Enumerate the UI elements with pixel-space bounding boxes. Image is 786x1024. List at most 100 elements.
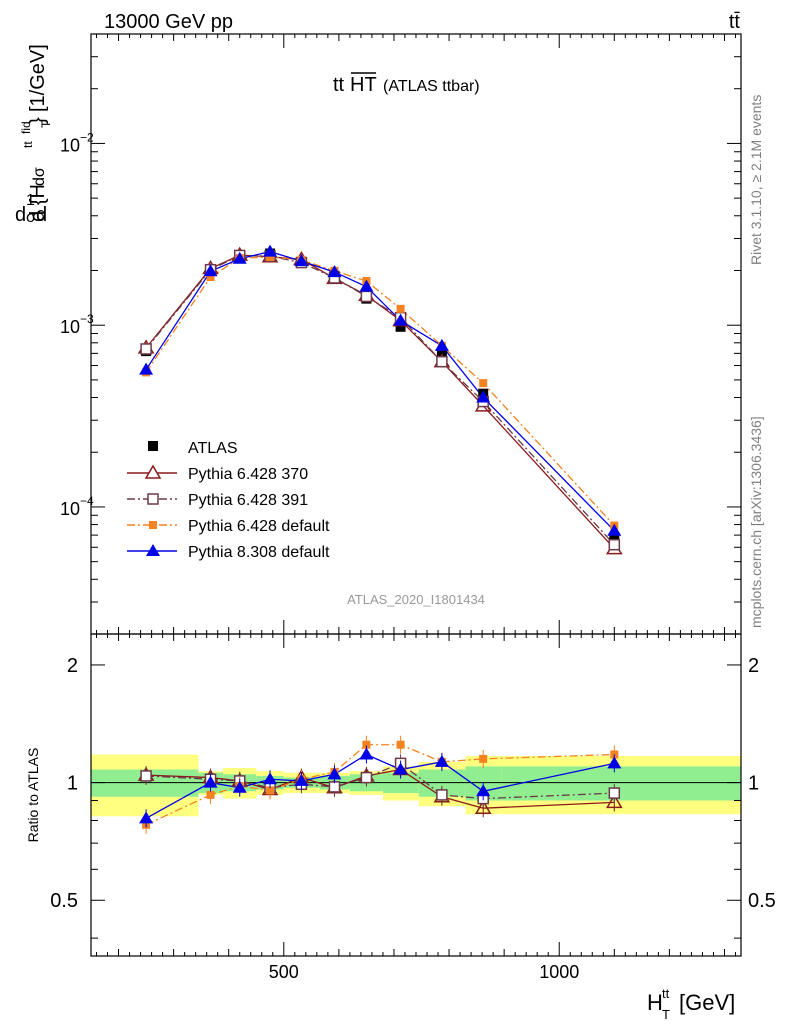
main-y-tick-exponent: −4 — [80, 494, 94, 508]
main-y-tick-exponent: −2 — [80, 130, 94, 144]
ratio-y-tick-label: 2 — [67, 655, 78, 677]
main-point-pythia-6-428-391 — [436, 355, 448, 368]
main-point-pythia-6-428-default — [479, 379, 488, 388]
main-point-pythia-8-308-default — [139, 362, 154, 375]
main-y-tick-label: 10 — [60, 135, 80, 155]
main-point-pythia-8-308-default — [359, 279, 374, 292]
process-label: tt̄ — [729, 11, 741, 33]
ratio-series-markers — [137, 735, 623, 834]
energy-label: 13000 GeV pp — [104, 11, 233, 33]
xlabel-base: H — [647, 990, 663, 1015]
x-tick-label: 500 — [269, 962, 299, 982]
x-tick-label: 1000 — [539, 962, 579, 982]
ylabel-unit: [1/GeV] — [27, 44, 49, 112]
main-series-markers — [137, 244, 623, 555]
main-point-pythia-8-308-default — [232, 251, 247, 264]
ratio-point-pythia-8-308-default — [232, 780, 247, 793]
ratio-point-pythia-6-428-370 — [605, 793, 623, 809]
ylabel-dsigma: dσ — [31, 167, 48, 186]
ylabel-d1: d — [15, 204, 26, 226]
legend-marker-pythia6-default — [149, 521, 157, 529]
ylabel-tt: tt — [21, 141, 35, 148]
ratio-point-pythia-8-308-default — [359, 747, 374, 760]
main-point-pythia-8-308-default — [434, 338, 449, 351]
ratio-point-pythia-8-308-default — [203, 775, 218, 788]
ratio-point-pythia-6-428-default — [396, 740, 405, 749]
legend: ATLAS Pythia 6.428 370 Pythia 6.428 391 … — [127, 440, 330, 561]
ratio-y-label: Ratio to ATLAS — [25, 748, 41, 843]
ratio-point-pythia-6-428-391 — [360, 771, 373, 784]
ratio-panel: 0.5 0.5 1 1 2 2 500 1000 Ratio to ATLAS — [25, 633, 776, 982]
legend-label-pythia6-370: Pythia 6.428 370 — [188, 466, 308, 483]
mcplots-label: mcplots.cern.ch [arXiv:1306.3436] — [748, 416, 764, 628]
main-y-tick-exponent: −3 — [80, 312, 94, 326]
ratio-y-tick-label-right: 2 — [748, 655, 759, 677]
ratio-point-pythia-6-428-default — [479, 754, 488, 763]
legend-entry-pythia6-370: Pythia 6.428 370 — [127, 464, 308, 483]
ratio-point-pythia-8-308-default — [327, 767, 342, 780]
ylabel-sigma: σ — [26, 209, 36, 226]
analysis-label: ATLAS_2020_I1801434 — [347, 592, 485, 607]
x-axis-label: H tt T [GeV] — [647, 986, 735, 1022]
xlabel-sup: tt — [662, 986, 670, 1001]
main-point-atlas — [395, 321, 406, 332]
legend-entry-atlas: ATLAS — [148, 440, 238, 457]
ratio-y-tick-label: 1 — [67, 773, 78, 795]
title-over: HT — [350, 74, 377, 96]
ylabel-one: 1 — [26, 192, 35, 209]
main-point-pythia-8-308-default — [393, 313, 408, 326]
legend-label-atlas: ATLAS — [188, 440, 238, 457]
ratio-point-pythia-8-308-default — [139, 811, 154, 824]
main-point-pythia-6-428-391 — [360, 290, 373, 303]
ratio-point-pythia-6-428-391 — [328, 781, 341, 793]
main-axis-ticks: 10−410−310−2 — [60, 33, 741, 635]
ylabel-d2: d — [36, 204, 47, 226]
rivet-label: Rivet 3.1.10, ≥ 2.1M events — [748, 95, 764, 265]
ratio-y-tick-label-right: 0.5 — [748, 890, 776, 912]
ratio-point-pythia-6-428-default — [206, 790, 215, 799]
ratio-axis-ticks: 0.5 0.5 1 1 2 2 500 1000 — [50, 634, 776, 982]
ratio-point-pythia-6-428-370 — [474, 799, 492, 814]
ratio-point-pythia-6-428-391 — [608, 787, 621, 799]
ratio-uncertainty-bands — [91, 754, 741, 817]
main-point-pythia-8-308-default — [203, 264, 218, 277]
main-y-tick-label: 10 — [60, 499, 80, 519]
ratio-point-pythia-6-428-default — [266, 786, 275, 795]
main-line-pythia-8-308-default — [145, 250, 615, 532]
xlabel-sub: T — [662, 1007, 670, 1022]
main-point-pythia-8-308-default — [263, 244, 278, 257]
ratio-point-pythia-6-428-default — [362, 740, 371, 749]
main-point-pythia-8-308-default — [476, 390, 491, 403]
main-point-pythia-6-428-default — [206, 273, 215, 282]
xlabel-unit: [GeV] — [679, 990, 735, 1015]
main-panel: 10−410−310−2 tt HT (ATLAS ttbar) d 1 σ d… — [15, 33, 742, 635]
ratio-point-pythia-8-308-default — [434, 754, 449, 767]
ratio-frame — [90, 633, 742, 957]
main-point-pythia-6-428-default — [396, 304, 405, 313]
main-point-pythia-8-308-default — [607, 523, 622, 536]
legend-marker-pythia8-default — [146, 544, 160, 556]
ratio-point-pythia-8-308-default — [263, 772, 278, 785]
main-line-pythia-6-428-391 — [145, 254, 615, 546]
legend-entry-pythia6-default: Pythia 6.428 default — [127, 518, 330, 535]
ratio-y-tick-label: 0.5 — [50, 890, 78, 912]
legend-label-pythia6-default: Pythia 6.428 default — [188, 518, 330, 535]
legend-entry-pythia8-default: Pythia 8.308 default — [127, 544, 330, 561]
ratio-point-pythia-8-308-default — [476, 784, 491, 797]
ratio-point-pythia-8-308-default — [393, 762, 408, 775]
plot-title: tt HT (ATLAS ttbar) — [333, 72, 480, 96]
legend-marker-pythia6-370 — [144, 464, 162, 479]
main-y-tick-label: 10 — [60, 317, 80, 337]
ylabel-brace: } — [27, 117, 49, 124]
ratio-point-pythia-6-428-391 — [140, 770, 152, 782]
main-point-pythia-6-428-391 — [140, 343, 152, 355]
main-point-pythia-6-428-default — [266, 253, 275, 262]
ylabel-dH: d {H — [27, 184, 49, 222]
legend-label-pythia8-default: Pythia 8.308 default — [188, 544, 330, 561]
legend-entry-pythia6-391: Pythia 6.428 391 — [127, 492, 308, 509]
ratio-y-tick-label-right: 1 — [748, 773, 759, 795]
main-point-pythia-8-308-default — [327, 265, 342, 278]
ratio-point-pythia-8-308-default — [294, 773, 309, 786]
main-y-label: d 1 σ d dσ fid d {H tt T } [1/GeV] — [15, 44, 53, 226]
ratio-point-pythia-6-428-391 — [436, 789, 448, 801]
